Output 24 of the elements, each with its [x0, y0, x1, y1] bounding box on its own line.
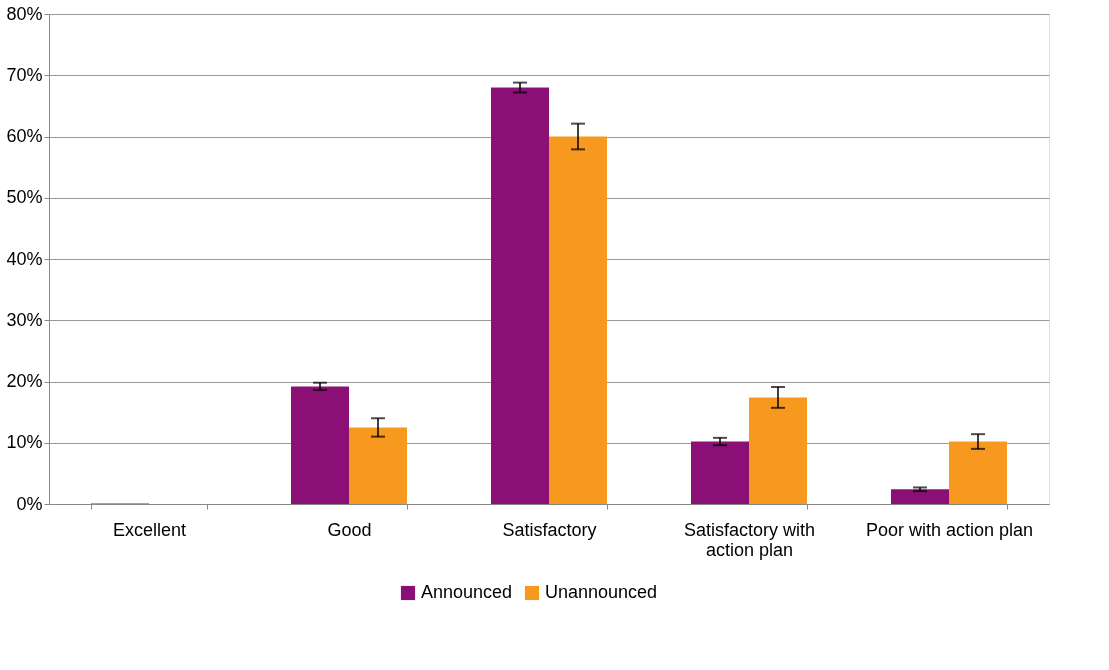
y-tick-label: 30%: [6, 309, 43, 330]
y-tick-label: 80%: [6, 3, 43, 24]
y-tick-label: 60%: [6, 126, 43, 146]
bar: [349, 427, 407, 504]
x-tick-label: Excellent: [112, 519, 187, 540]
y-tick-label: 50%: [6, 187, 43, 208]
x-tick-label: Good: [327, 519, 372, 540]
bar: [749, 397, 807, 504]
y-tick-label: 70%: [6, 64, 43, 85]
bar: [291, 386, 349, 504]
bar: [549, 136, 607, 504]
x-tick-label: Poor with action plan: [865, 519, 1034, 540]
bar: [491, 87, 549, 504]
legend-label: Unannounced: [545, 582, 658, 602]
x-tick-label: Satisfactory with action plan: [683, 519, 816, 560]
bar: [891, 489, 949, 504]
x-tick-label: Satisfactory: [502, 519, 597, 540]
y-tick-label: 10%: [6, 432, 43, 453]
y-tick-label: 40%: [6, 248, 43, 269]
legend-label: Announced: [421, 582, 513, 602]
y-tick-label: 20%: [6, 371, 43, 391]
bar: [949, 441, 1007, 504]
y-tick-label: 0%: [16, 493, 43, 514]
bar: [691, 441, 749, 504]
